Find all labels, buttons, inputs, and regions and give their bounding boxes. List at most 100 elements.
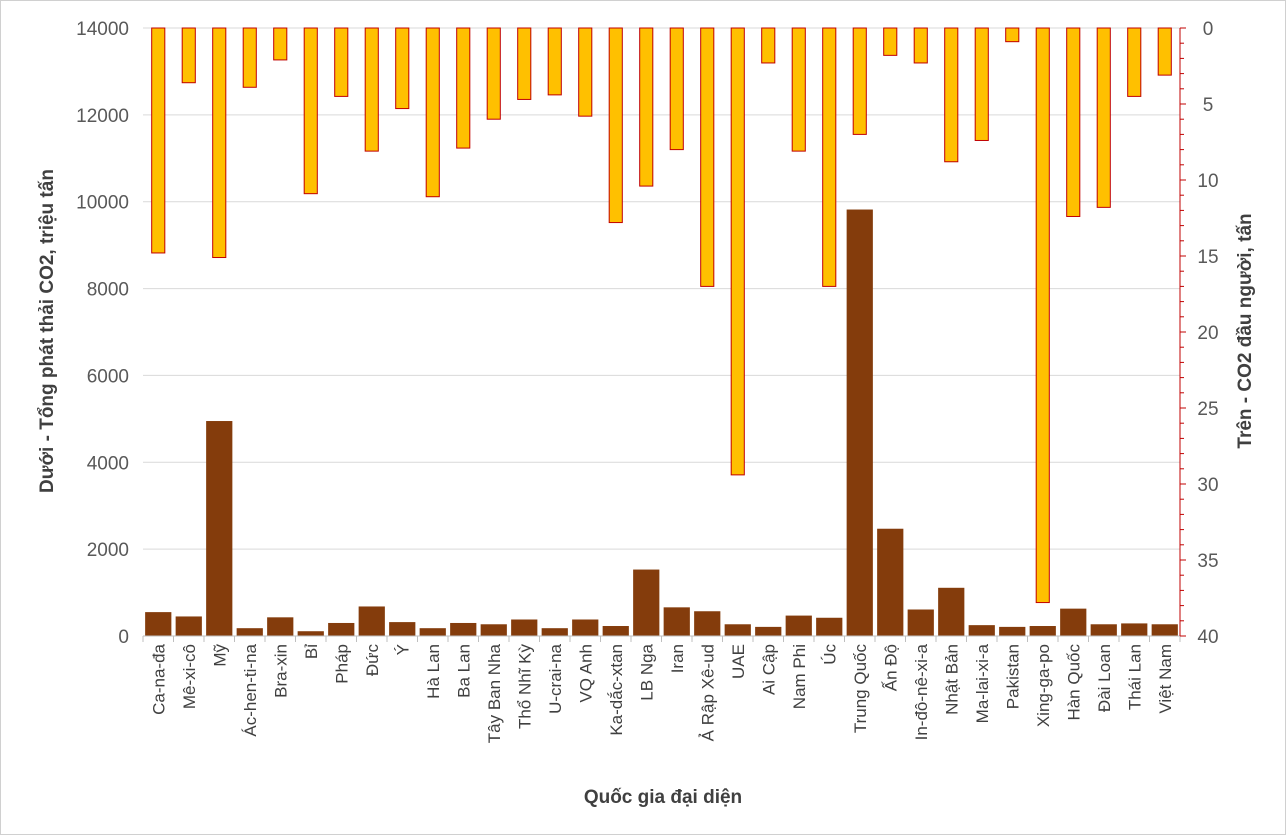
per-capita-bar xyxy=(578,27,593,117)
right-tick-label: 5 xyxy=(1203,95,1214,116)
per-capita-bar xyxy=(151,27,166,254)
per-capita-bar xyxy=(273,27,288,61)
category-label: Nhật Bản xyxy=(942,644,961,715)
per-capita-bar xyxy=(1127,27,1142,97)
total-bar xyxy=(328,622,355,636)
per-capita-bar xyxy=(425,27,440,198)
total-bar xyxy=(389,622,416,636)
total-bar xyxy=(297,631,324,636)
per-capita-bar xyxy=(486,27,501,120)
total-bar xyxy=(541,628,568,636)
category-label: U-crai-na xyxy=(546,643,565,713)
category-label: Nam Phi xyxy=(790,644,809,709)
category-label: Ấn Độ xyxy=(881,644,900,691)
per-capita-bar xyxy=(364,27,379,152)
left-tick-label: 10000 xyxy=(76,193,129,214)
per-capita-bar xyxy=(639,27,654,187)
per-capita-bar xyxy=(974,27,989,141)
category-label: Việt Nam xyxy=(1156,644,1175,714)
total-bar xyxy=(846,209,873,636)
per-capita-bar xyxy=(334,27,349,97)
category-label: Úc xyxy=(820,644,839,665)
right-tick-label: 30 xyxy=(1197,475,1218,496)
right-axis-ticks: 0 5 10 15 20 25 30 35 40 xyxy=(1180,19,1219,648)
category-label: Tây Ban Nha xyxy=(485,643,504,743)
total-bar xyxy=(480,624,507,636)
category-labels: Ca-na-đa Mê-xi-cô Mỹ Ác-hen-ti-na Bra-xin Bỉ P… xyxy=(149,643,1175,743)
right-tick-label: 0 xyxy=(1203,19,1214,40)
total-bar xyxy=(267,617,294,636)
total-bar xyxy=(206,421,233,636)
category-label: Ả Rập Xê-ud xyxy=(698,644,717,741)
right-axis-title: Trên - CO2 đầu người, tấn xyxy=(1235,213,1256,448)
category-label: Ma-lai-xi-a xyxy=(973,643,992,723)
category-label: Pakistan xyxy=(1003,644,1022,709)
left-tick-label: 8000 xyxy=(87,280,129,301)
category-label: VQ Anh xyxy=(576,644,595,703)
per-capita-bar xyxy=(883,27,898,56)
total-bar xyxy=(419,628,446,636)
total-bar xyxy=(450,622,477,636)
category-label: Pháp xyxy=(332,644,351,684)
total-bar xyxy=(785,615,812,636)
total-bar xyxy=(511,619,538,636)
category-label: Thái Lan xyxy=(1125,644,1144,710)
total-bar xyxy=(1090,624,1117,636)
category-label: Thổ Nhĩ Kỳ xyxy=(515,644,534,730)
category-label: Đức xyxy=(363,644,382,677)
left-tick-label: 0 xyxy=(118,627,129,648)
total-bar xyxy=(1060,608,1087,636)
category-label: Ai Cập xyxy=(759,644,778,695)
axis-lines xyxy=(142,28,1181,642)
total-bar xyxy=(236,628,263,636)
per-capita-bar xyxy=(822,27,837,287)
category-label: Hà Lan xyxy=(424,644,443,699)
category-label: Mê-xi-cô xyxy=(180,644,199,709)
total-bar xyxy=(358,606,385,636)
per-capita-bar xyxy=(395,27,410,110)
right-tick-label: 35 xyxy=(1197,551,1218,572)
total-bar xyxy=(938,587,965,636)
total-bar xyxy=(602,626,629,636)
per-capita-bars xyxy=(151,27,1172,604)
category-label: Ca-na-đa xyxy=(149,643,168,714)
per-capita-bar xyxy=(456,27,471,149)
total-bar xyxy=(633,569,660,636)
category-label: Ác-hen-ti-na xyxy=(241,643,260,736)
per-capita-bar xyxy=(1035,27,1050,604)
per-capita-bar xyxy=(1005,27,1020,43)
total-bar xyxy=(1151,624,1178,636)
category-label: Bỉ xyxy=(302,644,321,659)
per-capita-bar xyxy=(181,27,196,84)
total-bar xyxy=(1029,626,1056,636)
per-capita-bar xyxy=(608,27,623,224)
total-bar xyxy=(907,609,934,636)
per-capita-bar xyxy=(1096,27,1111,208)
x-axis-title: Quốc gia đại diện xyxy=(584,787,742,808)
category-label: UAE xyxy=(729,644,748,679)
left-tick-label: 4000 xyxy=(87,453,129,474)
left-axis-ticks: 0 2000 4000 6000 8000 10000 12000 14000 xyxy=(76,19,129,648)
per-capita-bar xyxy=(303,27,318,195)
left-tick-label: 2000 xyxy=(87,540,129,561)
per-capita-bar xyxy=(913,27,928,64)
per-capita-bar xyxy=(547,27,562,96)
category-label: LB Nga xyxy=(637,643,656,700)
left-tick-label: 12000 xyxy=(76,106,129,127)
category-label: Bra-xin xyxy=(271,644,290,698)
total-bar xyxy=(724,624,751,636)
per-capita-bar xyxy=(761,27,776,64)
left-tick-label: 14000 xyxy=(76,19,129,40)
category-label: Iran xyxy=(668,644,687,673)
total-bar xyxy=(1121,623,1148,636)
category-label: Ý xyxy=(393,644,412,655)
category-label: Trung Quốc xyxy=(851,644,870,734)
total-bar xyxy=(999,626,1026,636)
category-label: In-đô-nê-xi-a xyxy=(912,643,931,740)
right-tick-label: 10 xyxy=(1197,171,1218,192)
total-bar xyxy=(877,528,904,636)
category-label: Xing-ga-po xyxy=(1034,644,1053,727)
category-label: Ba Lan xyxy=(454,644,473,698)
total-bar xyxy=(694,611,721,636)
